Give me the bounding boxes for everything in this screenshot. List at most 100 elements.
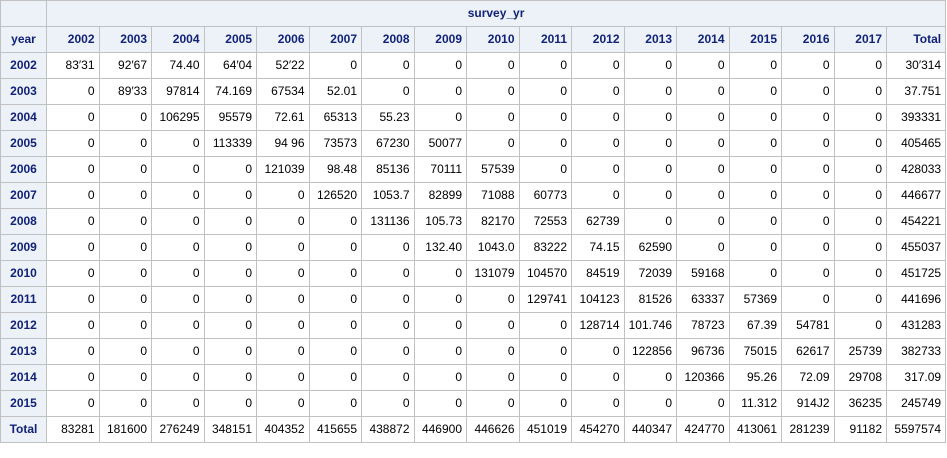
table-cell: 0 <box>781 208 835 235</box>
table-cell: 0 <box>151 364 205 391</box>
table-cell: 0 <box>46 78 100 105</box>
table-cell: 0 <box>46 156 100 183</box>
table-cell: 0 <box>308 364 362 391</box>
column-header-2016: 2016 <box>781 26 835 53</box>
table-cell: 57369 <box>728 286 782 313</box>
table-cell: 0 <box>98 286 152 313</box>
table-cell: 0 <box>676 104 730 131</box>
table-cell: 276249 <box>151 416 205 443</box>
table-cell: 0 <box>98 312 152 339</box>
table-cell: 0 <box>256 312 310 339</box>
table-cell: 67230 <box>361 130 415 157</box>
table-cell: 0 <box>728 182 782 209</box>
table-cell: 0 <box>781 156 835 183</box>
table-cell: 70111 <box>413 156 467 183</box>
table-row: 2005 0 0 0 113339 94 96 73573 67230 50077 0 0 0 0 0 0 0… <box>0 130 947 157</box>
table-cell: 0 <box>46 364 100 391</box>
table-cell: 0 <box>518 78 572 105</box>
table-cell: 0 <box>466 78 520 105</box>
table-cell: 120366 <box>676 364 730 391</box>
table-cell: 0 <box>361 234 415 261</box>
table-cell: 83281 <box>46 416 100 443</box>
row-header-2004: 2004 <box>0 104 47 131</box>
table-cell: 415655 <box>308 416 362 443</box>
table-cell: 54781 <box>781 312 835 339</box>
table-cell: 0 <box>466 312 520 339</box>
table-cell: 0 <box>466 338 520 365</box>
table-cell: 0 <box>98 234 152 261</box>
table-cell: 0 <box>728 104 782 131</box>
table-cell: 89′33 <box>98 78 152 105</box>
table-cell: 29708 <box>833 364 887 391</box>
column-header-2017: 2017 <box>833 26 887 53</box>
table-cell: 57539 <box>466 156 520 183</box>
table-row: 2004 0 0 106295 95579 72.61 65313 55.23 0 0 0 0 0 0 0 0… <box>0 104 947 131</box>
table-cell: 122856 <box>623 338 677 365</box>
table-row: 2006 0 0 0 0 121039 98.48 85136 70111 57539 0 0 0 0 0 0… <box>0 156 947 183</box>
table-cell: 0 <box>676 78 730 105</box>
table-cell: 0 <box>676 390 730 417</box>
table-cell: 0 <box>781 78 835 105</box>
table-cell: 96736 <box>676 338 730 365</box>
table-cell: 382733 <box>885 338 947 365</box>
table-cell: 0 <box>413 260 467 287</box>
table-cell: 52.01 <box>308 78 362 105</box>
table-cell: 0 <box>361 364 415 391</box>
table-cell: 0 <box>571 156 625 183</box>
table-cell: 83222 <box>518 234 572 261</box>
table-cell: 0 <box>151 208 205 235</box>
table-cell: 0 <box>623 52 677 79</box>
column-header-2007: 2007 <box>308 26 362 53</box>
table-cell: 0 <box>466 130 520 157</box>
table-cell: 0 <box>623 78 677 105</box>
table-cell: 0 <box>623 390 677 417</box>
table-cell: 0 <box>361 286 415 313</box>
table-row: 2010 0 0 0 0 0 0 0 0 131079 104570 84519 72039 59168 0… <box>0 260 947 287</box>
table-cell: 67.39 <box>728 312 782 339</box>
column-header-2008: 2008 <box>361 26 415 53</box>
table-row: 2008 0 0 0 0 0 0 131136 105.73 82170 72553 62739 0 0 0… <box>0 208 947 235</box>
table-cell: 63337 <box>676 286 730 313</box>
table-cell: 0 <box>361 52 415 79</box>
table-header: survey_yr year 2002 2003 2004 2005 2006 2007 2… <box>0 0 947 53</box>
table-cell: 105.73 <box>413 208 467 235</box>
table-cell: 52′22 <box>256 52 310 79</box>
table-cell: 60773 <box>518 182 572 209</box>
table-cell: 0 <box>833 52 887 79</box>
table-row: 2002 83′31 92′67 74.40 64′04 52′22 0 0 0 0 0 0 0 0 0 0 0… <box>0 52 947 79</box>
table-cell: 5597574 <box>885 416 947 443</box>
table-cell: 0 <box>833 182 887 209</box>
table-cell: 1053.7 <box>361 182 415 209</box>
table-cell: 95579 <box>203 104 257 131</box>
table-row: 2013 0 0 0 0 0 0 0 0 0 0 0 122856 96736 75015 62617 2573… <box>0 338 947 365</box>
column-header-2014: 2014 <box>676 26 730 53</box>
row-header-2005: 2005 <box>0 130 47 157</box>
table-cell: 0 <box>728 208 782 235</box>
table-cell: 428033 <box>885 156 947 183</box>
table-cell: 0 <box>203 364 257 391</box>
column-header-2003: 2003 <box>98 26 152 53</box>
table-cell: 0 <box>203 286 257 313</box>
row-header-2002: 2002 <box>0 52 47 79</box>
table-cell: 0 <box>623 364 677 391</box>
table-cell: 0 <box>571 182 625 209</box>
table-cell: 0 <box>203 312 257 339</box>
row-header-2008: 2008 <box>0 208 47 235</box>
table-cell: 0 <box>256 286 310 313</box>
table-cell: 72553 <box>518 208 572 235</box>
table-cell: 128714 <box>571 312 625 339</box>
table-cell: 0 <box>518 130 572 157</box>
table-cell: 91182 <box>833 416 887 443</box>
table-cell: 0 <box>46 338 100 365</box>
table-cell: 0 <box>571 52 625 79</box>
table-cell: 0 <box>361 338 415 365</box>
table-cell: 82170 <box>466 208 520 235</box>
table-cell: 0 <box>518 104 572 131</box>
table-cell: 75015 <box>728 338 782 365</box>
table-cell: 0 <box>623 130 677 157</box>
table-cell: 78723 <box>676 312 730 339</box>
table-cell: 0 <box>413 312 467 339</box>
table-cell: 101.746 <box>623 312 677 339</box>
row-header-2007: 2007 <box>0 182 47 209</box>
table-cell: 0 <box>833 130 887 157</box>
